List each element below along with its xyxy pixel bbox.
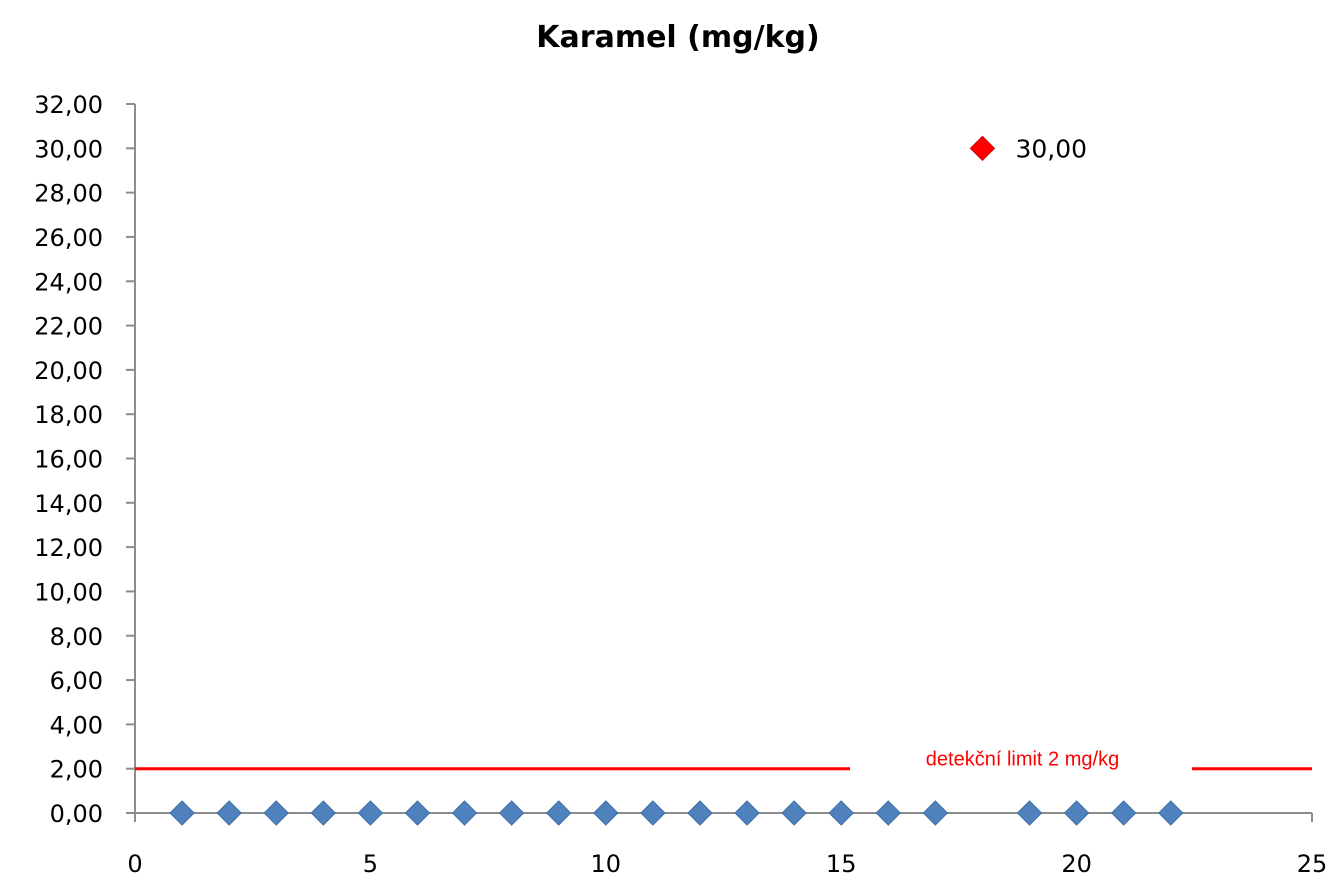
data-point <box>828 800 854 826</box>
data-point <box>451 800 478 826</box>
y-tick-label: 32,00 <box>34 91 103 119</box>
data-point <box>687 800 713 826</box>
x-tick-label: 20 <box>1061 850 1092 878</box>
data-point <box>310 800 337 826</box>
y-tick-label: 30,00 <box>34 135 103 163</box>
y-tick-label: 8,00 <box>50 623 103 651</box>
data-point <box>1063 800 1090 826</box>
data-point <box>875 800 901 826</box>
y-tick-label: 2,00 <box>50 756 103 784</box>
plot-area: 0,00 2,00 4,00 6,00 8,00 10,00 12,00 14,00 16,00… <box>34 91 1327 878</box>
chart-title: Karamel (mg/kg) <box>536 20 819 55</box>
y-tick-label: 14,00 <box>34 490 103 518</box>
data-point <box>593 800 619 826</box>
y-tick-label: 28,00 <box>34 180 103 208</box>
x-tick-label: 5 <box>363 850 378 878</box>
data-point <box>781 800 807 826</box>
highlight-data-point <box>969 135 996 162</box>
y-tick-label: 0,00 <box>50 800 103 828</box>
data-point <box>216 800 242 826</box>
x-tick-label: 25 <box>1297 850 1328 878</box>
data-point <box>640 800 666 826</box>
y-tick-label: 6,00 <box>50 667 103 695</box>
data-point <box>922 800 949 826</box>
y-tick-label: 26,00 <box>34 224 103 252</box>
data-point <box>169 800 195 826</box>
y-tick-label: 12,00 <box>34 534 103 562</box>
y-tick-label: 18,00 <box>34 401 103 429</box>
y-tick-label: 22,00 <box>34 313 103 341</box>
y-tick-label: 16,00 <box>34 446 103 474</box>
data-point <box>546 800 572 826</box>
y-tick-label: 10,00 <box>34 578 103 606</box>
data-point <box>357 800 384 826</box>
y-tick-label: 20,00 <box>34 357 103 385</box>
x-tick-label: 0 <box>127 850 142 878</box>
x-tick-label: 10 <box>591 850 622 878</box>
data-point <box>263 800 289 826</box>
y-tick-label: 4,00 <box>50 711 103 739</box>
detection-limit-label: detekční limit 2 mg/kg <box>926 749 1119 771</box>
y-tick-label: 24,00 <box>34 268 103 296</box>
x-tick-label: 15 <box>826 850 857 878</box>
data-point <box>734 800 760 826</box>
data-point <box>1016 800 1043 826</box>
data-label: 30,00 <box>1015 134 1087 163</box>
data-point <box>1158 800 1184 826</box>
data-point <box>1110 800 1137 826</box>
data-point <box>404 800 431 826</box>
data-point <box>498 800 525 826</box>
